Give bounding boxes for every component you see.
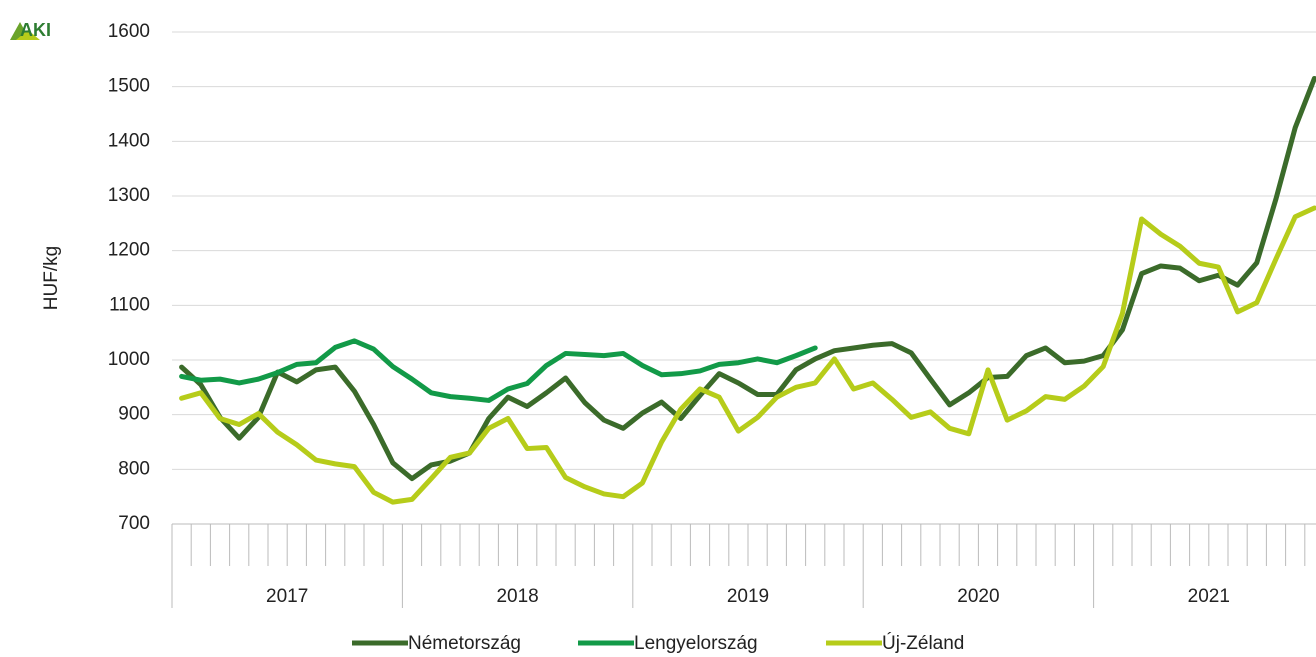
series-line <box>179 338 818 403</box>
series-line <box>179 75 1316 482</box>
group-label: 2020 <box>957 586 999 607</box>
y-axis-title: HUF/kg <box>41 246 62 310</box>
y-tick-label: 1600 <box>108 21 150 42</box>
logo: AKI <box>10 20 51 40</box>
y-tick-label: 700 <box>118 513 150 534</box>
logo-shape <box>16 30 40 40</box>
group-label: 2019 <box>727 586 769 607</box>
y-tick-label: 1300 <box>108 185 150 206</box>
y-tick-label: 1000 <box>108 349 150 370</box>
group-label: 2017 <box>266 586 308 607</box>
logo-text: AKI <box>20 20 51 40</box>
legend-label: Lengyelország <box>634 633 758 654</box>
y-tick-label: 800 <box>118 458 150 479</box>
series-line <box>179 205 1316 505</box>
y-tick-label: 900 <box>118 404 150 425</box>
group-label: 2021 <box>1188 586 1230 607</box>
y-tick-label: 1500 <box>108 76 150 97</box>
y-tick-label: 1200 <box>108 240 150 261</box>
y-tick-label: 1400 <box>108 130 150 151</box>
group-label: 2018 <box>496 586 538 607</box>
y-tick-label: 1100 <box>109 294 150 315</box>
legend-label: Németország <box>408 633 521 654</box>
legend-label: Új-Zéland <box>882 632 964 654</box>
